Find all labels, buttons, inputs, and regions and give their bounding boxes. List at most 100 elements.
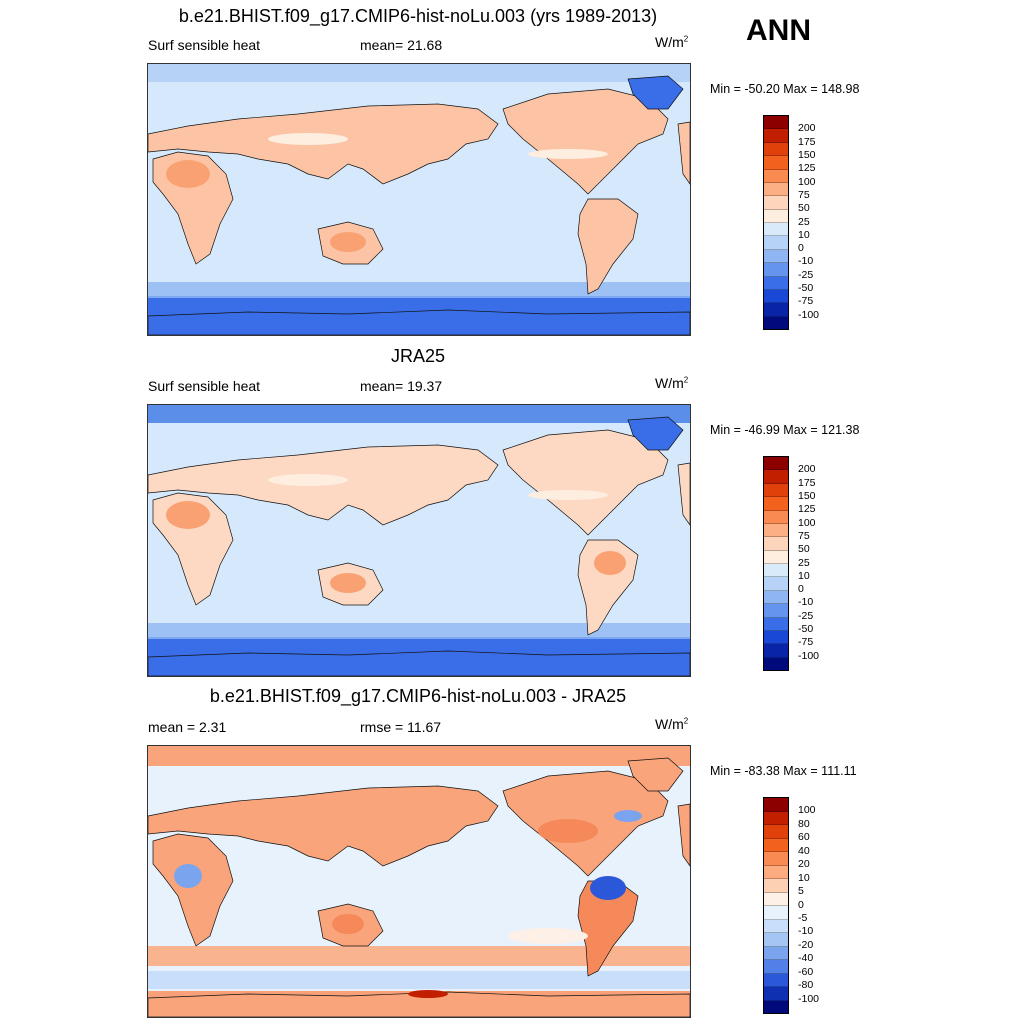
colorbar-tick-label: 150 — [798, 148, 816, 161]
panel-1-map — [147, 63, 691, 336]
panel-2-variable-label: Surf sensible heat — [148, 378, 261, 394]
colorbar-cell — [764, 987, 788, 1001]
land-region — [148, 991, 690, 1017]
colorbar-tick-label: 75 — [798, 529, 810, 542]
colorbar-tick-label: -40 — [798, 952, 814, 965]
panel-1-variable-label: Surf sensible heat — [148, 37, 261, 53]
colorbar-cell — [764, 156, 788, 170]
colorbar-tick-label: 40 — [798, 844, 810, 857]
land-region — [677, 803, 690, 867]
ocean-warm-streak — [528, 149, 608, 159]
colorbar-tick-label: 100 — [798, 516, 816, 529]
colorbar-cell — [764, 510, 788, 524]
colorbar-tick-label: 5 — [798, 885, 804, 898]
colorbar-cell — [764, 811, 788, 825]
colorbar-tick-label: 50 — [798, 543, 810, 556]
colorbar-tick-label: -50 — [798, 282, 814, 295]
colorbar-cell — [764, 604, 788, 618]
colorbar-tick-label: 75 — [798, 188, 810, 201]
panel-1-map-field — [148, 64, 690, 335]
colorbar-tick-label: -100 — [798, 308, 820, 321]
colorbar-cell — [764, 630, 788, 645]
colorbar-tick-label: -75 — [798, 295, 814, 308]
colorbar-cell — [764, 236, 788, 250]
cold-patch — [590, 876, 626, 900]
colorbar-cell — [764, 577, 788, 591]
colorbar-cell — [764, 617, 788, 631]
colorbar-cell — [764, 209, 788, 223]
colorbar-tick-label: -25 — [798, 609, 814, 622]
colorbar-cell — [764, 564, 788, 578]
colorbar-cell — [764, 906, 788, 920]
colorbar-tick-label: -50 — [798, 623, 814, 636]
colorbar-cell — [764, 892, 788, 906]
colorbar-tick-label: -5 — [798, 911, 808, 924]
panel-1-minmax: Min = -50.20 Max = 148.98 — [710, 82, 860, 96]
colorbar-tick-label: 200 — [798, 122, 816, 135]
colorbar-tick-label: 50 — [798, 202, 810, 215]
land-region — [627, 416, 684, 451]
land-region — [577, 880, 639, 977]
land-region — [148, 650, 690, 676]
colorbar-cell — [764, 973, 788, 987]
colorbar-cell — [764, 497, 788, 511]
warm-patch — [332, 914, 364, 934]
panel-2-minmax: Min = -46.99 Max = 121.38 — [710, 423, 860, 437]
panel-1-units: W/m2 — [655, 34, 689, 50]
colorbar-tick-label: 0 — [798, 583, 804, 596]
land-region — [502, 88, 669, 195]
panel-2-map — [147, 404, 691, 677]
colorbar-tick-label: -75 — [798, 636, 814, 649]
colorbar-cell — [764, 276, 788, 290]
warm-patch — [166, 501, 210, 529]
panel-2-map-field — [148, 405, 690, 676]
colorbar-cell — [764, 798, 788, 812]
colorbar-tick-label: 125 — [798, 162, 816, 175]
colorbar-cell — [764, 196, 788, 210]
ocean-warm-streak — [528, 490, 608, 500]
panel-2-units: W/m2 — [655, 375, 689, 391]
colorbar-tick-label: -10 — [798, 255, 814, 268]
panel-1-title: b.e21.BHIST.f09_g17.CMIP6-hist-noLu.003 … — [178, 6, 658, 26]
colorbar-cell — [764, 919, 788, 933]
colorbar-tick-label: 100 — [798, 175, 816, 188]
colorbar-cell — [764, 182, 788, 197]
colorbar-cell — [764, 946, 788, 960]
colorbar-tick-label: 0 — [798, 898, 804, 911]
land-region — [627, 75, 684, 110]
warm-patch — [408, 990, 448, 998]
ocean-warm-streak — [268, 133, 348, 145]
colorbar-cell — [764, 483, 788, 498]
colorbar-tick-label: -25 — [798, 268, 814, 281]
colorbar-cell — [764, 1000, 788, 1013]
panel-3-minmax: Min = -83.38 Max = 111.11 — [710, 764, 857, 778]
colorbar-tick-label: 175 — [798, 135, 816, 148]
colorbar-cell — [764, 116, 788, 130]
land-region — [148, 785, 499, 867]
panel-3-rmse-label: rmse = 11.67 — [360, 719, 442, 735]
colorbar-tick-label: -100 — [798, 649, 820, 662]
southern-ocean-band-2 — [148, 623, 690, 639]
arctic-band — [148, 64, 690, 82]
ocean-warm-streak — [508, 928, 588, 944]
warm-patch — [330, 232, 366, 252]
panel-2-colorbar — [763, 456, 789, 671]
panel-1-mean-label: mean= 21.68 — [360, 37, 443, 53]
colorbar-cell — [764, 590, 788, 605]
colorbar-tick-label: 175 — [798, 476, 816, 489]
land-region — [502, 429, 669, 536]
southern-ocean-band — [148, 971, 690, 989]
land-region — [152, 833, 234, 947]
colorbar-cell — [764, 457, 788, 471]
panel-2-title: JRA25 — [390, 346, 446, 366]
colorbar-cell — [764, 657, 788, 670]
warm-patch — [538, 819, 598, 843]
colorbar-tick-label: 125 — [798, 503, 816, 516]
mid-south-band — [148, 946, 690, 966]
land-region — [577, 198, 639, 295]
colorbar-tick-label: 0 — [798, 242, 804, 255]
colorbar-tick-label: 10 — [798, 569, 810, 582]
land-region — [148, 309, 690, 335]
cold-patch — [174, 864, 202, 888]
land-region — [677, 121, 690, 185]
